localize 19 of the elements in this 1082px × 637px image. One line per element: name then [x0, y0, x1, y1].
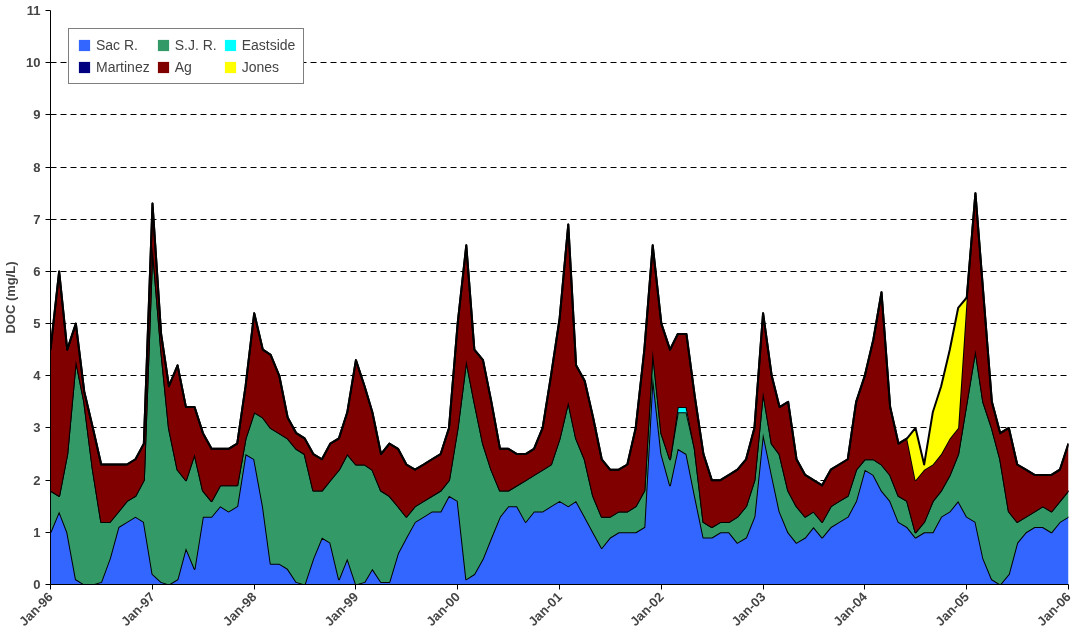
- y-tick-label: 9: [33, 107, 41, 123]
- y-tick-label: 6: [33, 263, 41, 279]
- y-tick-label: 11: [26, 3, 41, 18]
- legend-label: Sac R.: [96, 37, 139, 53]
- y-axis-title: DOC (mg/L): [3, 261, 19, 334]
- y-tick-label: 8: [33, 159, 41, 175]
- y-tick-label: 5: [33, 316, 41, 332]
- legend-label: Eastside: [241, 37, 296, 53]
- y-tick-label: 7: [33, 211, 41, 227]
- legend-label: Martinez: [96, 59, 150, 75]
- y-tick-label: 0: [33, 577, 41, 592]
- legend-label: S.J. R.: [174, 37, 217, 53]
- legend-label: Jones: [241, 59, 280, 75]
- y-tick-label: 2: [33, 472, 41, 488]
- y-tick-label: 4: [33, 368, 42, 384]
- y-tick-label: 1: [33, 524, 41, 540]
- y-tick-label: 3: [33, 420, 41, 436]
- y-tick-label: 10: [26, 55, 41, 71]
- legend-label: Ag: [174, 59, 193, 75]
